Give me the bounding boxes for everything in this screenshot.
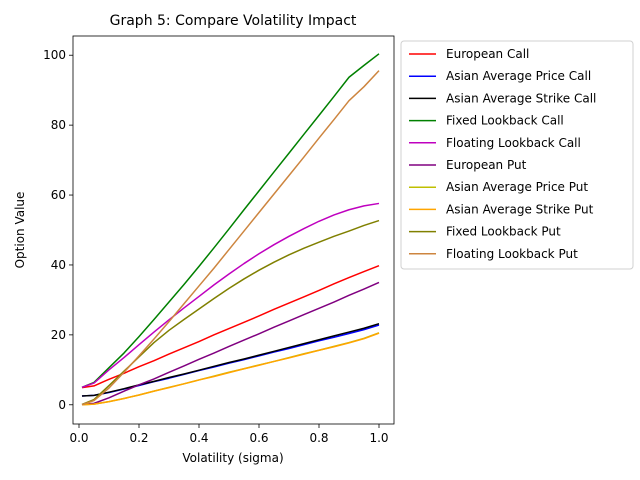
legend-entry: European Call (446, 47, 529, 61)
series-line-5 (81, 281, 380, 406)
y-tick-label: 60 (51, 188, 66, 202)
series-line-2 (81, 322, 380, 397)
x-tick-label: 0.6 (249, 431, 268, 445)
legend-entry: Asian Average Strike Call (446, 91, 596, 105)
x-axis: 0.0 0.2 0.4 0.6 0.8 1.0 (69, 424, 389, 445)
plot-frame (72, 35, 395, 425)
x-tick-label: 0.4 (189, 431, 208, 445)
legend-entry: Asian Average Price Put (446, 180, 588, 194)
legend: European Call Asian Average Price Call Asi… (400, 40, 634, 270)
x-tick-label: 0.8 (309, 431, 328, 445)
legend-entry: Floating Lookback Put (446, 247, 578, 261)
legend-entry: Fixed Lookback Put (446, 225, 561, 239)
y-tick-label: 80 (51, 118, 66, 132)
series-line-7 (81, 332, 380, 406)
y-axis-label: Option Value (13, 192, 27, 269)
chart-title: Graph 5: Compare Volatility Impact (110, 13, 357, 29)
series-line-4 (81, 202, 380, 389)
series-line-0 (81, 264, 380, 389)
legend-entry: Floating Lookback Call (446, 136, 581, 150)
y-tick-label: 100 (43, 48, 66, 62)
legend-entry: European Put (446, 158, 527, 172)
y-tick-label: 40 (51, 258, 66, 272)
series-line-3 (81, 53, 380, 388)
plot-area (72, 35, 395, 425)
legend-entry: Asian Average Price Call (446, 69, 591, 83)
legend-entry: Asian Average Strike Put (446, 202, 594, 216)
x-axis-label: Volatility (sigma) (182, 451, 283, 465)
y-tick-label: 20 (51, 328, 66, 342)
legend-entry: Fixed Lookback Call (446, 114, 564, 128)
series-line-9 (81, 70, 380, 406)
legend-box (400, 40, 634, 270)
x-tick-label: 0.2 (129, 431, 148, 445)
x-tick-label: 0.0 (69, 431, 88, 445)
y-axis: 0 20 40 60 80 100 (43, 48, 73, 412)
x-tick-label: 1.0 (369, 431, 388, 445)
y-tick-label: 0 (58, 398, 66, 412)
